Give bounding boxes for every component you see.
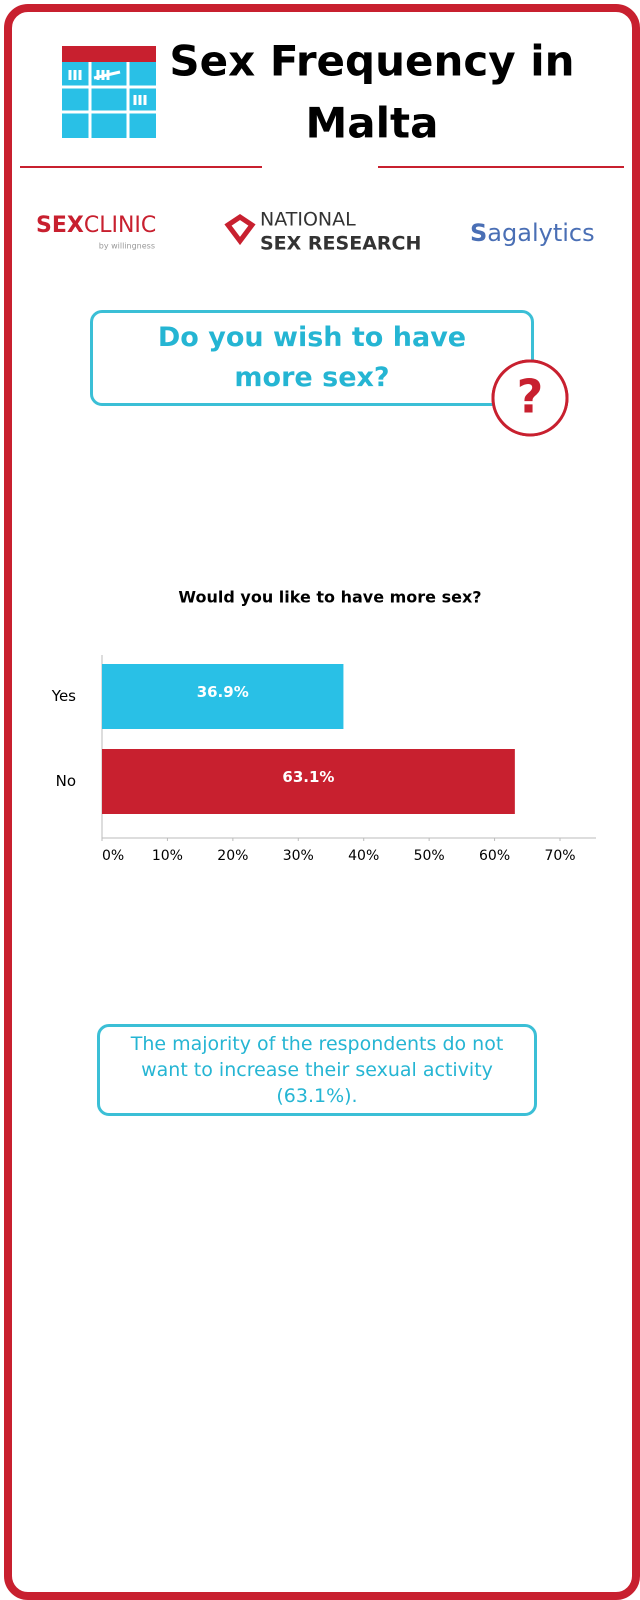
value-label: 36.9% — [197, 683, 249, 701]
x-tick-label: 30% — [283, 848, 314, 864]
title-line: Sex Frequency in — [169, 37, 574, 86]
logo-text: agalytics — [487, 219, 594, 247]
x-tick-label: 40% — [348, 848, 379, 864]
question-box: Do you wish to have more sex? — [90, 310, 534, 406]
logo-text: SEX RESEARCH — [260, 233, 421, 255]
logo-text: NATIONAL — [260, 209, 356, 231]
x-tick-label: 10% — [152, 848, 183, 864]
frame — [4, 4, 640, 1600]
bar — [102, 664, 344, 729]
note-box: The majority of the respondents do not w… — [97, 1024, 537, 1116]
x-tick-label: 70% — [544, 848, 575, 864]
logo-by: by willingness — [99, 242, 155, 251]
x-tick-label: 0% — [102, 848, 124, 864]
logo-sagalytics: Sagalytics — [470, 219, 595, 247]
category-label: Yes — [51, 687, 76, 705]
logo-text: CLINIC — [84, 213, 156, 238]
x-tick-label: 60% — [479, 848, 510, 864]
calendar-icon — [62, 46, 156, 138]
category-label: No — [56, 772, 76, 790]
logo-sexclinic: SEXCLINIC — [36, 213, 156, 238]
logo-text: SEX — [36, 213, 84, 238]
value-label: 63.1% — [282, 768, 334, 786]
chart-title: Would you like to have more sex? — [178, 588, 481, 607]
bar — [102, 749, 515, 814]
x-tick-label: 50% — [414, 848, 445, 864]
logo-text: S — [470, 219, 487, 247]
logo-heart — [224, 213, 256, 246]
x-tick-label: 20% — [217, 848, 248, 864]
title-line: Malta — [306, 99, 439, 148]
